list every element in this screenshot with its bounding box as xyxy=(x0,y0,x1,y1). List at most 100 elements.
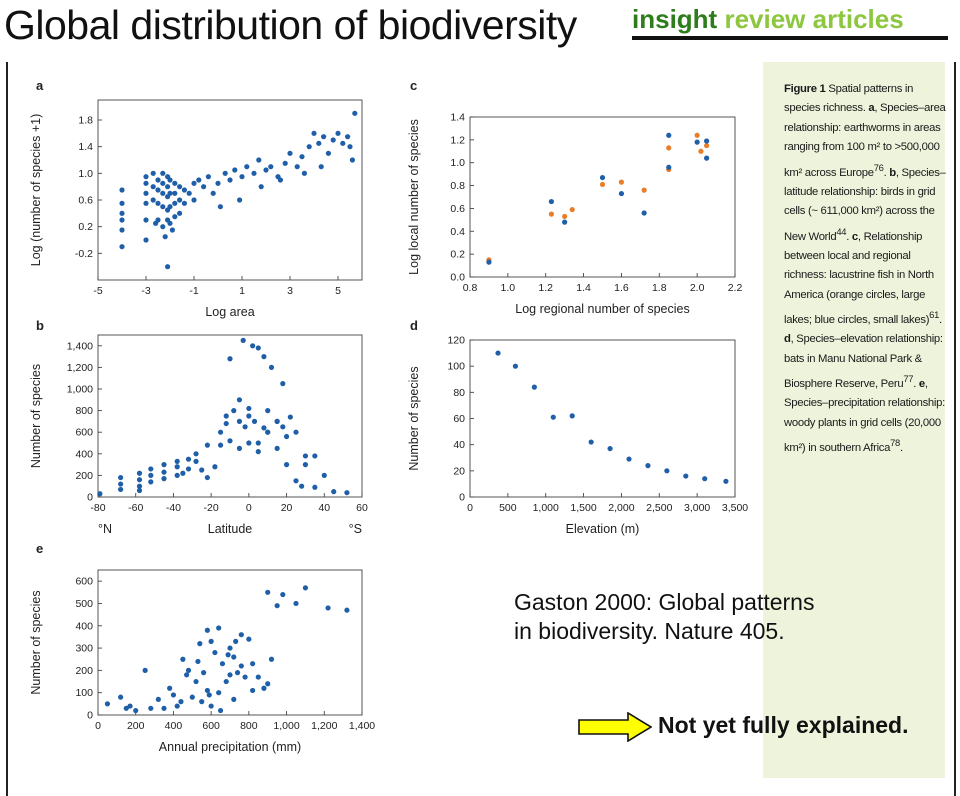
plot-e-point xyxy=(195,658,201,665)
plot-b-ytick-label: 800 xyxy=(75,405,93,417)
plot-c-ytick-label: 0.0 xyxy=(450,272,465,284)
plot-e-point xyxy=(255,674,261,680)
plot-a-point xyxy=(119,227,125,233)
plot-d-point xyxy=(495,350,501,356)
plot-a-point xyxy=(165,184,171,190)
caption-text-1: Spatial patterns in species richness. xyxy=(784,83,914,115)
plot-e-point xyxy=(174,703,180,709)
plot-c-xtick-label: 1.6 xyxy=(614,282,629,294)
plot-b-point xyxy=(274,445,280,451)
plot-a-xtick-label: -5 xyxy=(93,285,102,297)
plot-e-xtick-label: 1,000 xyxy=(273,720,299,732)
plot-b-point xyxy=(255,440,261,446)
plot-b-point xyxy=(302,453,309,459)
plot-a-point xyxy=(282,160,288,166)
plot-c-xlabel: Log regional number of species xyxy=(515,302,689,316)
plot-e-point xyxy=(161,705,167,711)
plot-b-point xyxy=(261,425,267,431)
plot-a-point xyxy=(263,167,269,173)
plot-a-point xyxy=(232,167,238,173)
plot-e-point xyxy=(167,685,173,691)
panel-letter-e: e xyxy=(36,541,43,556)
plot-a-point xyxy=(177,197,183,203)
plot-d-xtick-label: 0 xyxy=(467,502,473,514)
plot-a-point xyxy=(177,184,183,190)
plot-a-point xyxy=(352,110,358,116)
plot-a-point xyxy=(330,137,336,143)
plot-d-ylabel: Number of species xyxy=(407,366,421,470)
plot-e-point xyxy=(133,707,139,714)
plot-a-point xyxy=(239,174,245,180)
figure-caption: Figure 1 Spatial patterns in species ric… xyxy=(784,80,946,458)
plot-a-point xyxy=(205,174,211,180)
plot-b-point xyxy=(287,414,293,420)
plot-b-point xyxy=(185,456,192,462)
caption-text-10: , Species–precipitation relationship: wo… xyxy=(784,377,945,454)
plot-c-xtick-label: 1.2 xyxy=(538,282,553,294)
plot-a-point xyxy=(160,224,166,230)
plot-b-point xyxy=(185,466,192,472)
plot-a-xtick-label: 3 xyxy=(287,285,293,297)
plot-b-point xyxy=(255,449,261,455)
plot-a-xtick-label: -3 xyxy=(141,285,150,297)
plot-c-point xyxy=(548,198,554,205)
plot-b-point xyxy=(212,464,218,470)
plot-b-point xyxy=(161,462,167,468)
plot-a-point xyxy=(181,187,187,193)
plot-a-point xyxy=(227,177,233,183)
plot-a-point xyxy=(191,180,197,186)
plot-e-point xyxy=(170,692,177,698)
citation-line-2: in biodiversity. Nature 405. xyxy=(514,618,785,644)
plot-e-point xyxy=(197,641,203,647)
plot-a-point xyxy=(143,174,149,180)
plot-b-ytick-label: 200 xyxy=(75,470,93,482)
plot-e-point xyxy=(208,703,214,709)
plot-a-point xyxy=(119,210,125,216)
plot-e-point xyxy=(184,672,190,678)
plot-a-point xyxy=(268,164,274,170)
caption-ref-78: 78 xyxy=(890,436,900,448)
plot-c-point xyxy=(618,179,625,185)
plot-d-point xyxy=(569,413,575,419)
plot-d-xtick-label: 500 xyxy=(499,502,517,514)
caption-ref-76: 76 xyxy=(873,161,884,173)
plot-b-point xyxy=(97,491,103,497)
brand-rule xyxy=(632,36,948,40)
plot-a-point xyxy=(277,177,283,183)
plot-c-ytick-label: 1.0 xyxy=(450,157,465,169)
plot-a-point xyxy=(172,200,178,206)
plot-b-point xyxy=(193,458,199,464)
plot-b-point xyxy=(136,483,143,489)
plot-c-point xyxy=(599,181,606,188)
brand-logo: insight review articles xyxy=(632,4,904,35)
plot-b-point xyxy=(231,408,237,414)
panel-letter-d: d xyxy=(410,318,418,333)
plot-c-point xyxy=(704,138,710,144)
plot-c-xtick-label: 1.4 xyxy=(576,282,591,294)
plot-d-xtick-label: 1,000 xyxy=(533,502,559,514)
plot-d-xtick-label: 3,500 xyxy=(722,502,748,514)
plot-d-ytick-label: 60 xyxy=(453,413,465,425)
plot-a-point xyxy=(215,180,221,186)
plot-a-xlabel: Log area xyxy=(205,305,254,319)
plot-c-point xyxy=(569,206,575,213)
plot-b-point xyxy=(148,466,154,472)
plot-d-xtick-label: 3,000 xyxy=(684,502,710,514)
panel-letter-b: b xyxy=(36,318,44,333)
plot-b-point xyxy=(236,445,243,451)
plot-e-point xyxy=(204,687,210,694)
plot-b-point xyxy=(136,470,143,476)
caption-letter-b: b xyxy=(889,166,896,179)
plot-b-xlabel: Latitude xyxy=(208,522,253,536)
plot-b-ytick-label: 1,000 xyxy=(67,384,93,396)
plot-b-point xyxy=(293,429,299,435)
plot-a-point xyxy=(172,180,178,186)
plot-a-point xyxy=(311,130,317,136)
caption-letter-d: d xyxy=(784,333,791,346)
plot-e-point xyxy=(231,654,237,660)
plot-c-point xyxy=(562,219,568,225)
plot-e-xtick-label: 1,200 xyxy=(311,720,337,732)
plot-c-point xyxy=(548,211,554,217)
plot-e-point xyxy=(238,632,244,638)
citation: Gaston 2000: Global patterns in biodivers… xyxy=(514,588,934,646)
